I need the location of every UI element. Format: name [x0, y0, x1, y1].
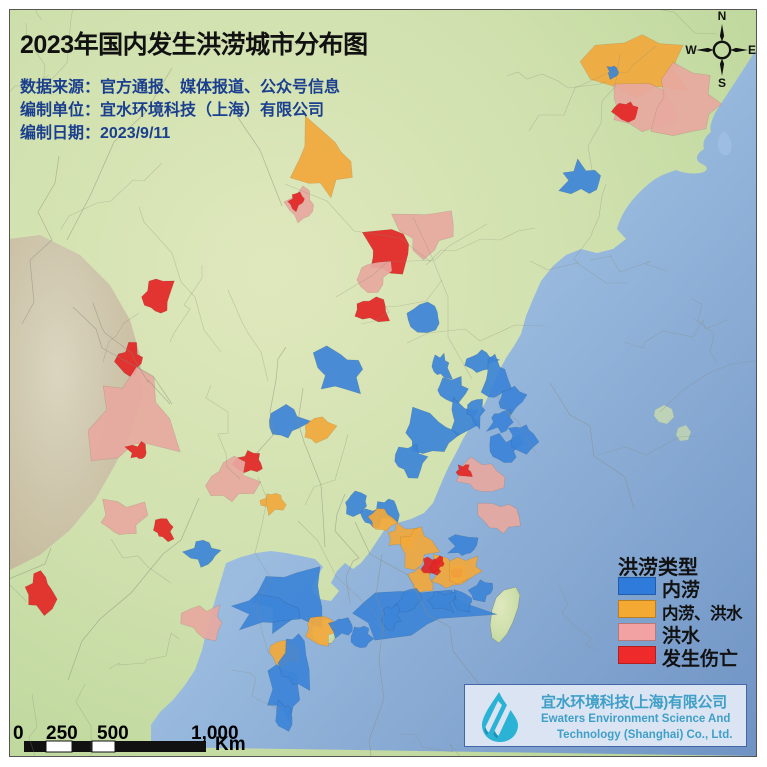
- svg-text:N: N: [718, 10, 727, 23]
- svg-text:E: E: [748, 43, 756, 57]
- svg-text:S: S: [718, 76, 726, 90]
- svg-text:W: W: [685, 43, 697, 57]
